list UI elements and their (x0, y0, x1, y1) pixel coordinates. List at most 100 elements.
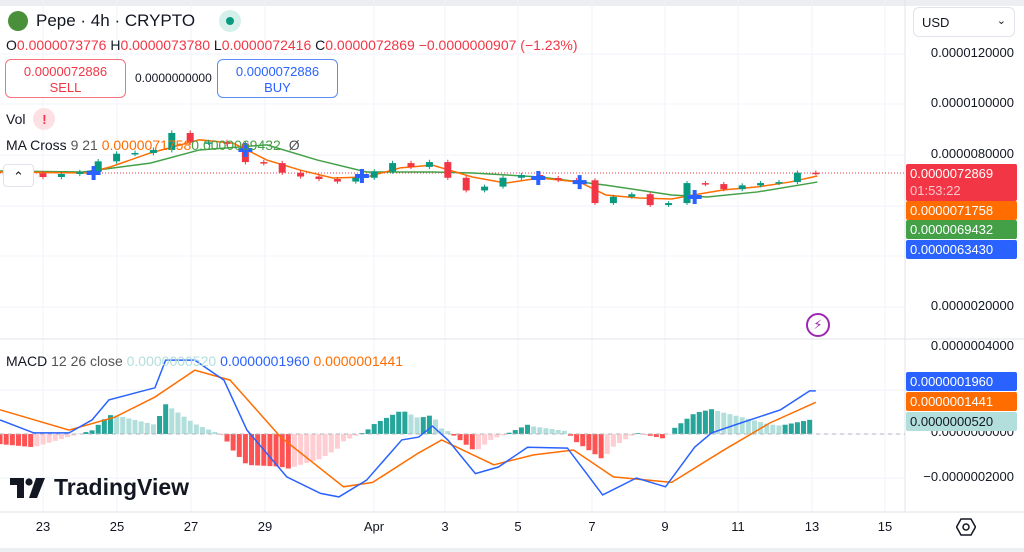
macd-histogram-bar (537, 427, 543, 434)
warning-icon[interactable]: ! (33, 108, 56, 130)
candle (701, 183, 709, 185)
macd-histogram-bar (482, 434, 488, 445)
ma-cross-legend[interactable]: MA Cross 9 21 0.00000717580.0000069432 Ø (6, 137, 300, 153)
ma-slow-value: 0.0000069432 (191, 137, 281, 153)
macd-histogram-bar (463, 434, 469, 445)
macd-histogram-bar (267, 434, 273, 467)
macd-histogram-bar (28, 434, 34, 447)
macd-histogram-bar (807, 419, 813, 434)
pepe-logo-icon (8, 11, 28, 31)
macd-histogram-bar (291, 434, 297, 467)
price-tick: 0.0000100000 (930, 95, 1014, 110)
macd-histogram-bar (144, 422, 150, 434)
macd-histogram-bar (641, 434, 647, 435)
macd-histogram-bar (285, 434, 291, 469)
candle (278, 163, 286, 173)
ma-cross-marker (354, 168, 369, 183)
macd-histogram-bar (776, 425, 782, 434)
macd-histogram-bar (377, 420, 383, 434)
time-tick: 13 (804, 519, 820, 534)
buy-price: 0.0000072886 (235, 64, 320, 79)
ma-fast-label: 0.0000071758 (906, 201, 1017, 220)
candle (609, 196, 617, 204)
macd-histogram-bar (561, 430, 567, 434)
macd-histogram-bar (279, 434, 285, 468)
macd-histogram-bar (715, 410, 721, 434)
macd-histogram-bar (236, 434, 242, 457)
macd-histogram-bar (420, 417, 426, 434)
macd-histogram-bar (666, 434, 672, 435)
last-price-label: 0.0000072869 01:53:22 (906, 164, 1017, 201)
candle (683, 183, 691, 204)
currency-select[interactable]: USD ⌄ (913, 7, 1015, 37)
candle (186, 132, 194, 143)
macd-histogram-bar (46, 434, 52, 443)
tradingview-logo: TradingView (10, 474, 189, 501)
macd-histogram-bar (101, 419, 107, 434)
collapse-legend-button[interactable]: ⌃ (3, 164, 34, 187)
candle (370, 171, 378, 178)
macd-histogram-bar (653, 434, 659, 438)
candle (554, 178, 562, 181)
macd-histogram-bar (328, 434, 334, 453)
macd-histogram-bar (347, 434, 353, 439)
candle (812, 172, 820, 175)
candle (57, 173, 65, 178)
macd-histogram-bar (22, 434, 28, 447)
macd-legend[interactable]: MACD 12 26 close 0.0000000520 0.00000019… (6, 353, 403, 369)
settings-icon[interactable] (955, 518, 977, 541)
macd-histogram-bar (500, 434, 506, 436)
candle (517, 174, 525, 178)
macd-histogram-bar (457, 434, 463, 441)
macd-signal-line (0, 369, 817, 488)
macd-histogram-bar (531, 426, 537, 434)
macd-histogram-bar (396, 411, 402, 434)
macd-tick: −0.0000002000 (923, 469, 1014, 484)
sell-button[interactable]: 0.0000072886 SELL (5, 59, 126, 98)
macd-histogram-bar (9, 434, 15, 446)
low-label: L (213, 37, 222, 53)
candle (591, 180, 599, 204)
time-tick: 11 (731, 519, 745, 534)
macd-histogram-bar (3, 434, 9, 445)
macd-histogram-bar (549, 429, 555, 434)
macd-histogram-bar (138, 421, 144, 434)
macd-histogram-bar (206, 429, 212, 434)
macd-histogram-bar (709, 409, 715, 434)
macd-histogram-bar (469, 434, 475, 450)
macd-histogram-bar (95, 424, 101, 434)
symbol-header[interactable]: Pepe · 4h · CRYPTO (8, 10, 242, 32)
macd-histogram-bar (586, 434, 592, 451)
macd-histogram-bar (150, 424, 156, 434)
lightning-icon[interactable]: ⚡︎ (806, 313, 830, 337)
macd-histogram-bar (727, 414, 733, 434)
macd-histogram-bar (426, 415, 432, 434)
macd-histogram-bar (702, 410, 708, 434)
macd-histogram-bar (89, 430, 95, 434)
macd-histogram-bar (402, 411, 408, 434)
symbol-title: Pepe · 4h · CRYPTO (36, 11, 196, 30)
buy-button[interactable]: 0.0000072886 BUY (217, 59, 338, 98)
candle (94, 161, 102, 172)
macd-histogram-bar (187, 420, 193, 434)
candle (352, 177, 360, 182)
macd-histogram-bar (543, 428, 549, 434)
macd-histogram-bar (659, 434, 665, 439)
macd-histogram-bar (322, 434, 328, 457)
time-tick: 5 (514, 519, 522, 534)
macd-histogram-bar (604, 434, 610, 454)
macd-histogram-bar (518, 427, 524, 434)
macd-histogram-bar (83, 432, 89, 434)
macd-histogram-bar (555, 429, 561, 434)
volume-legend[interactable]: Vol! (6, 108, 56, 130)
macd-histogram-bar (212, 431, 218, 434)
vol-label: Vol (6, 111, 26, 127)
open-label: O (6, 37, 17, 53)
sell-label: SELL (49, 80, 82, 95)
candle (757, 183, 765, 186)
macd-histogram-bar (0, 434, 3, 445)
time-tick: 3 (441, 519, 449, 534)
currency-value: USD (922, 15, 950, 30)
